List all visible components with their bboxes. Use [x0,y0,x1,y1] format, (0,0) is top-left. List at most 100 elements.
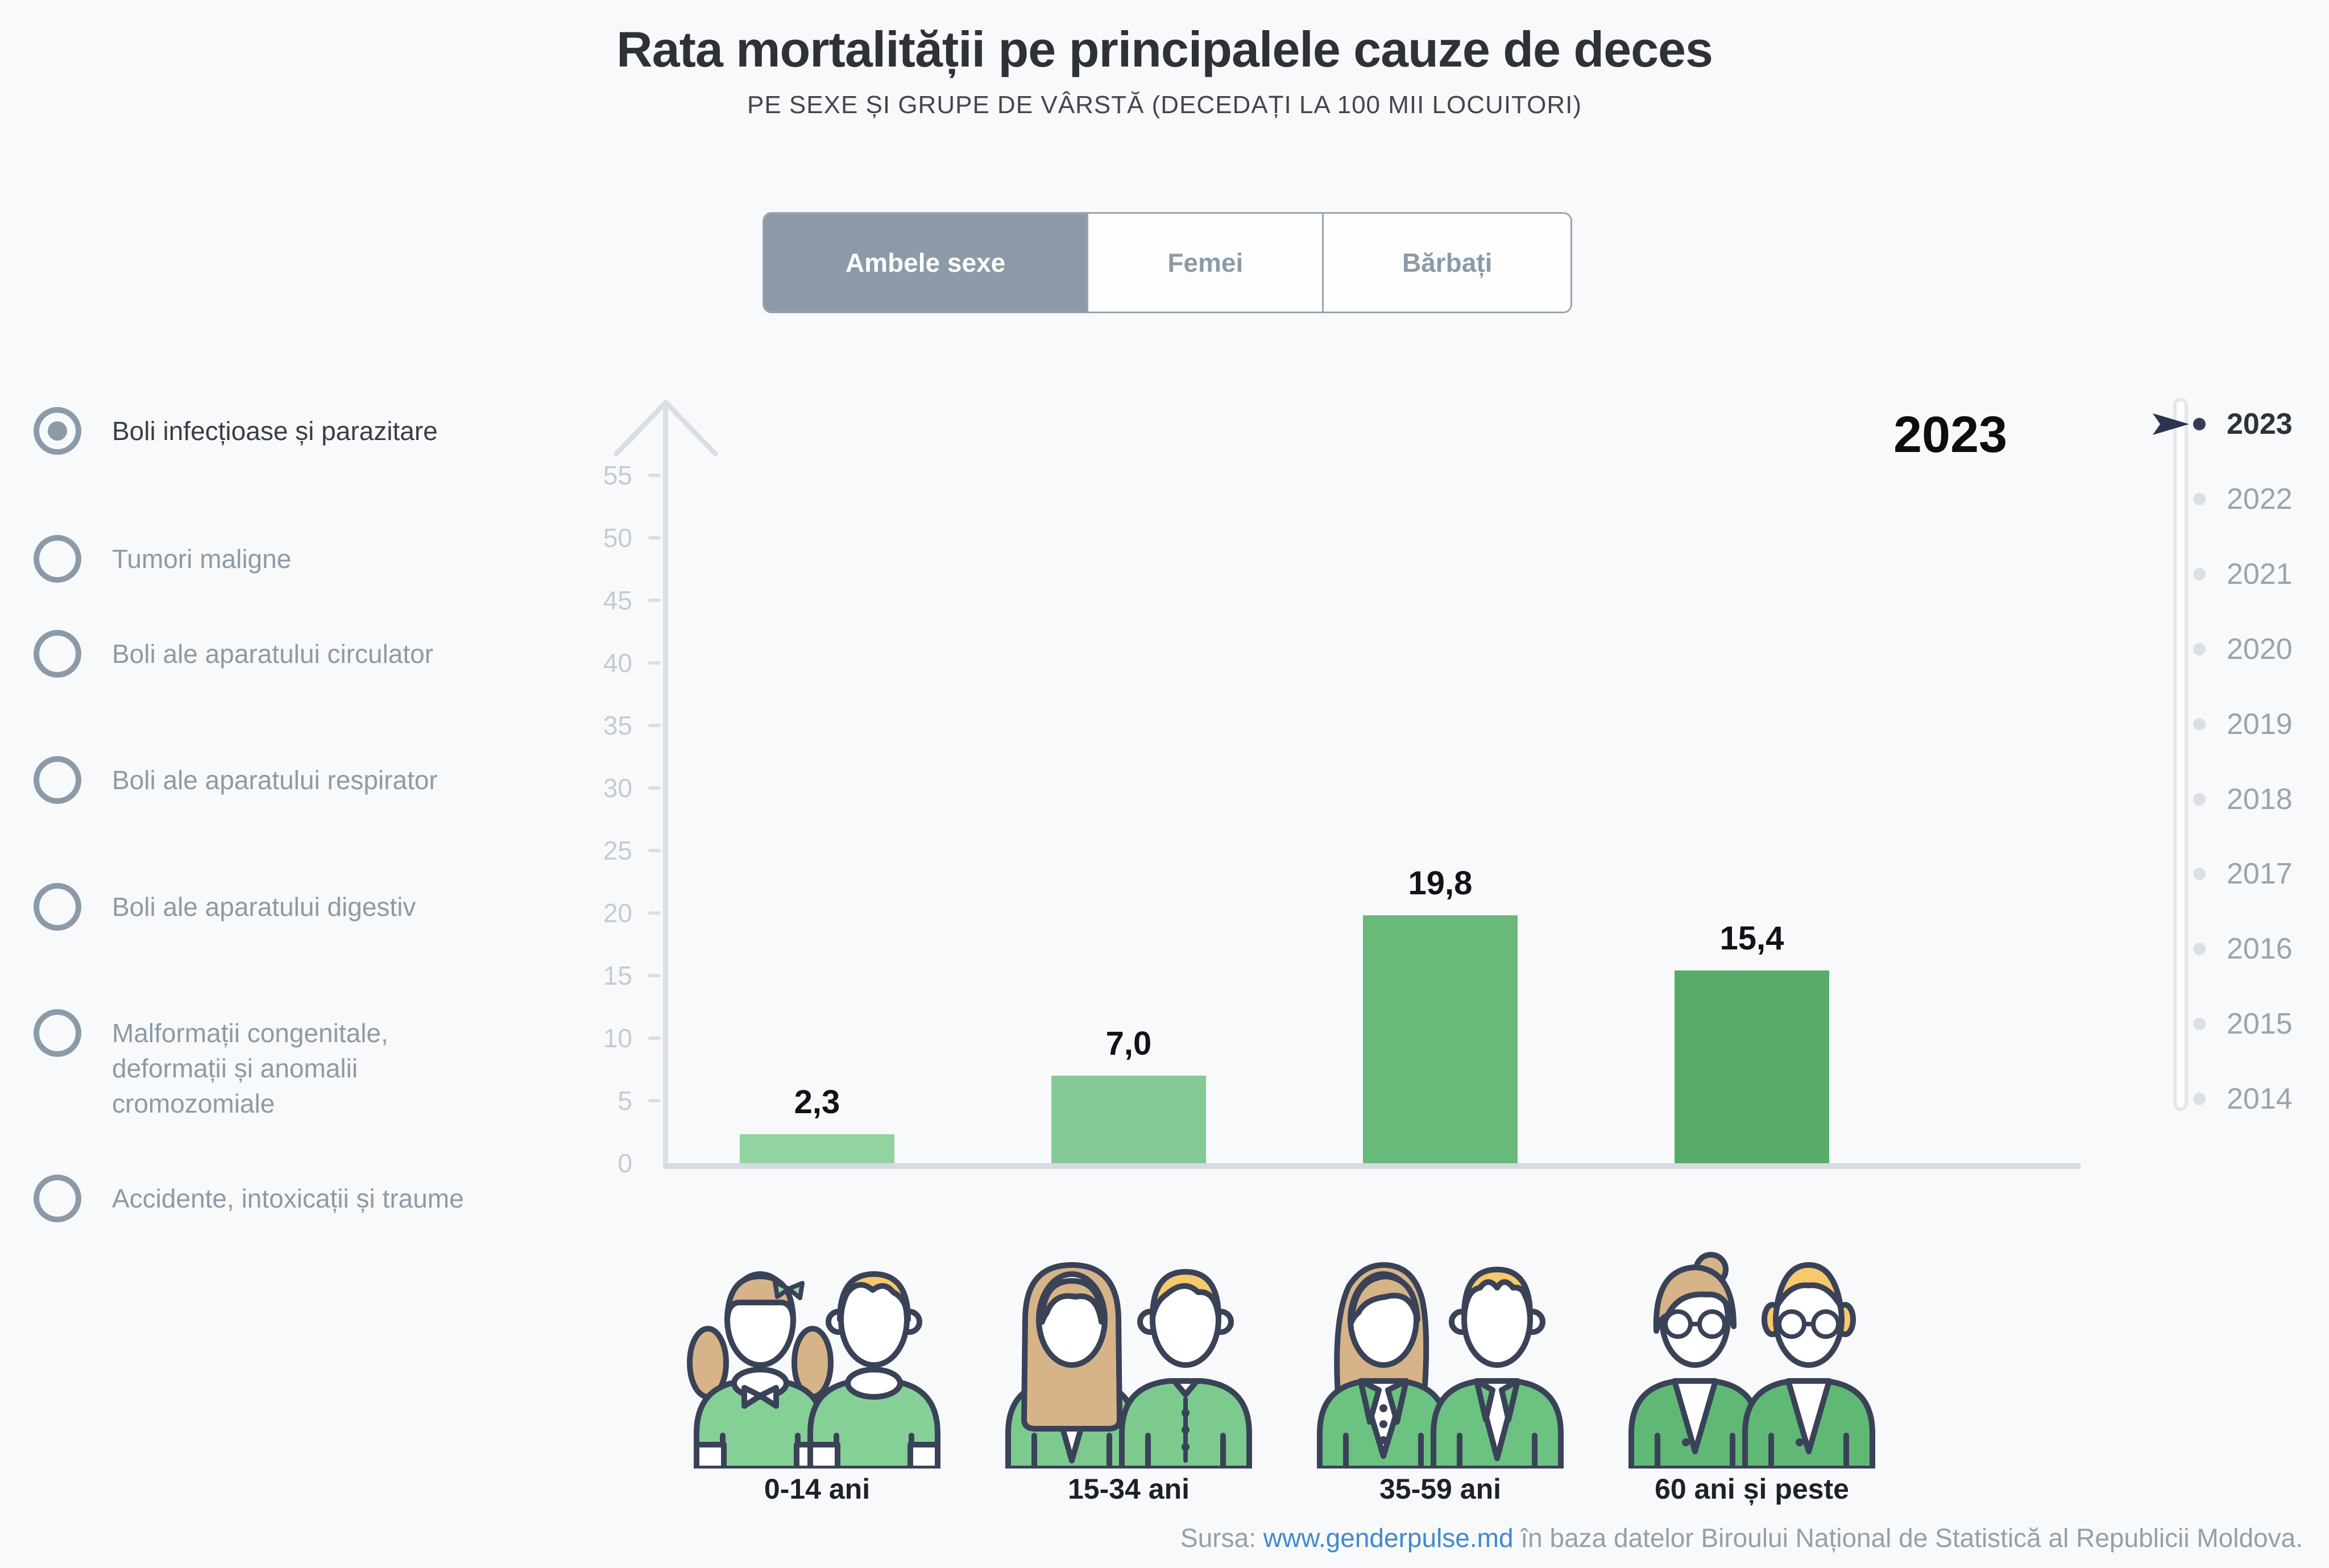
y-tick-label: 25 [603,836,632,865]
year-option[interactable]: 2015 [2227,1007,2293,1041]
source-note: Sursa: www.genderpulse.md în baza datelo… [1180,1523,2303,1553]
current-year-label: 2023 [1893,406,2008,463]
y-tick-mark [648,786,661,790]
cause-option[interactable]: Boli ale aparatului respirator [34,756,477,804]
cause-label: Boli ale aparatului circulator [112,639,434,669]
senior-man-icon [1742,1262,1875,1469]
bar-value-label: 19,8 [1408,865,1473,902]
radio-icon[interactable] [34,883,81,931]
cause-option[interactable]: Boli infecțioase și parazitare [34,407,477,455]
y-tick-mark [648,536,661,540]
cause-option[interactable]: Malformații congenitale, deformații și a… [34,1009,477,1121]
radio-dot [48,421,67,441]
senior-woman-icon [1628,1252,1762,1469]
y-tick-mark [648,849,661,852]
year-dot[interactable] [2193,793,2206,806]
y-tick-mark [648,724,661,727]
y-tick-label: 5 [618,1086,632,1115]
y-tick-label: 35 [603,711,632,740]
tab-barbati[interactable]: Bărbați [1322,214,1570,312]
year-dot[interactable] [2193,1018,2206,1031]
young-woman-icon [1005,1262,1138,1469]
children-pair-icon [681,1247,954,1469]
year-pointer-icon [2153,413,2189,435]
seniors-pair-icon [1615,1247,1888,1469]
age-group-label: 0-14 ani [764,1473,871,1505]
tab-femei[interactable]: Femei [1087,214,1323,312]
year-option[interactable]: 2016 [2227,932,2293,966]
source-prefix: Sursa: [1180,1523,1263,1553]
cause-label: Boli ale aparatului respirator [112,765,438,795]
radio-selected-icon[interactable] [34,407,81,455]
year-dot[interactable] [2193,642,2206,656]
sex-tabs: Ambele sexe Femei Bărbați [762,212,1572,313]
radio-icon[interactable] [34,630,81,678]
year-option[interactable]: 2021 [2227,557,2293,591]
y-tick-label: 55 [603,461,632,490]
bar[interactable] [1051,1076,1206,1163]
year-dot[interactable] [2193,717,2206,731]
year-slider-track[interactable] [2173,398,2188,1111]
year-option[interactable]: 2019 [2227,707,2293,741]
source-link[interactable]: www.genderpulse.md [1263,1523,1514,1553]
boy-icon [807,1271,940,1469]
woman-icon [1317,1262,1450,1469]
cause-label: Boli ale aparatului digestiv [112,892,416,922]
y-tick-label: 0 [618,1148,632,1178]
cause-option[interactable]: Boli ale aparatului circulator [34,630,477,678]
cause-label: Tumori maligne [112,544,292,574]
y-tick-mark [648,911,661,915]
year-dot[interactable] [2193,418,2206,430]
page-title: Rata mortalității pe principalele cauze … [616,21,1713,77]
y-tick-mark [648,474,661,477]
year-dot[interactable] [2193,868,2206,881]
y-axis-arrow-icon [614,399,718,457]
year-dot[interactable] [2193,492,2206,505]
cause-label: Malformații congenitale, deformații și a… [112,1018,388,1118]
radio-icon[interactable] [34,1009,81,1057]
year-option[interactable]: 2023 [2227,408,2293,441]
y-tick-label: 20 [603,898,632,928]
y-tick-label: 50 [603,523,632,553]
bar-value-label: 2,3 [794,1084,840,1121]
bar-value-label: 7,0 [1105,1025,1152,1062]
y-tick-mark [648,599,661,602]
cause-option[interactable]: Boli ale aparatului digestiv [34,883,477,931]
young-adults-pair-icon [992,1247,1265,1469]
year-dot[interactable] [2193,943,2206,956]
y-tick-mark [648,1099,661,1102]
cause-option[interactable]: Tumori maligne [34,535,477,583]
page-subtitle: PE SEXE ȘI GRUPE DE VÂRSTĂ (DECEDAȚI LA … [747,91,1582,119]
y-tick-label: 40 [603,648,632,678]
year-option[interactable]: 2022 [2227,482,2293,516]
year-option[interactable]: 2018 [2227,782,2293,816]
young-man-icon [1119,1269,1252,1469]
x-axis-line [663,1163,2081,1169]
bar-value-label: 15,4 [1719,920,1784,957]
man-icon [1431,1267,1564,1469]
cause-label: Accidente, intoxicații și traume [112,1184,464,1213]
cause-label: Boli infecțioase și parazitare [112,416,438,446]
tab-ambele-sexe[interactable]: Ambele sexe [764,214,1087,312]
radio-icon[interactable] [34,756,81,804]
age-group-label: 35-59 ani [1379,1473,1501,1505]
source-suffix: în baza datelor Biroului Național de Sta… [1513,1523,2303,1553]
bar[interactable] [1363,915,1518,1163]
cause-option[interactable]: Accidente, intoxicații și traume [34,1175,477,1222]
age-group-label: 60 ani și peste [1655,1473,1849,1505]
y-tick-mark [648,1036,661,1040]
adults-pair-icon [1304,1247,1577,1469]
girl-icon [687,1271,834,1469]
year-option[interactable]: 2020 [2227,632,2293,666]
y-tick-mark [648,661,661,665]
y-tick-label: 10 [603,1023,632,1053]
year-dot[interactable] [2193,567,2206,580]
year-dot[interactable] [2193,1093,2206,1106]
bar[interactable] [1675,970,1829,1163]
year-option[interactable]: 2014 [2227,1082,2293,1116]
year-option[interactable]: 2017 [2227,857,2293,891]
radio-icon[interactable] [34,535,81,583]
radio-icon[interactable] [34,1175,81,1222]
bar[interactable] [740,1134,894,1163]
